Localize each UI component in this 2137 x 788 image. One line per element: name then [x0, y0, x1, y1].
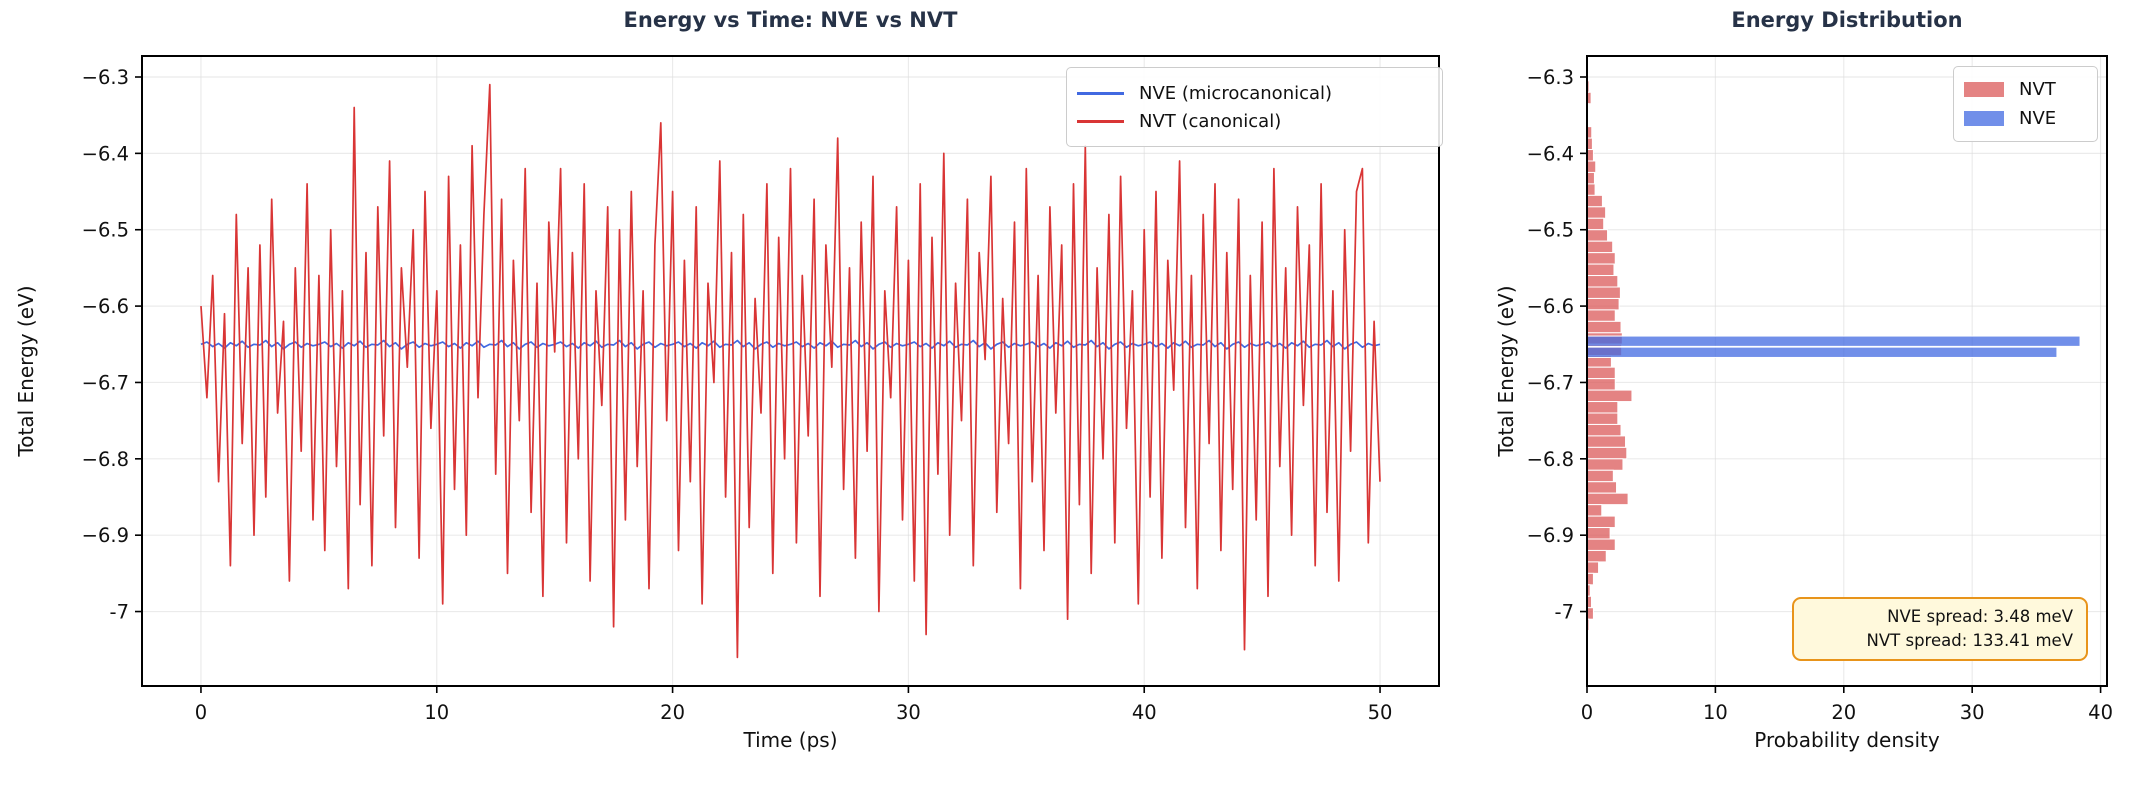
y-tick-label: −6.3: [82, 66, 129, 89]
nvt-histogram-bar: [1586, 286, 1621, 299]
y-tick-label: −6.8: [82, 448, 129, 471]
x-tick-label: 10: [1703, 701, 1728, 724]
nvt-histogram-bar: [1586, 469, 1614, 483]
y-tick-label: −6.6: [82, 295, 129, 318]
x-tick-label: 40: [2088, 701, 2113, 724]
nvt-histogram-bar: [1586, 401, 1619, 414]
nvt-histogram-bar: [1586, 527, 1611, 540]
y-tick-label: −6.7: [1527, 371, 1574, 394]
nvt-histogram-bar: [1586, 515, 1616, 529]
y-tick-label: −6.4: [82, 142, 129, 165]
x-tick-label: 50: [1368, 701, 1393, 724]
nvt-histogram-bar: [1586, 252, 1616, 265]
left-x-axis-label: Time (ps): [743, 728, 838, 752]
nvt-histogram-bar: [1586, 229, 1609, 242]
nve-histogram-bar: [1586, 346, 2058, 358]
y-tick-label: -7: [1555, 601, 1574, 624]
nvt-histogram-bar: [1586, 206, 1607, 219]
legend-row-nve-hist: NVE: [1964, 108, 2087, 129]
legend-row-nve: NVE (microcanonical): [1077, 83, 1432, 104]
nvt-energy-line: [200, 83, 1381, 659]
nvt-histogram-bar: [1586, 194, 1603, 208]
x-tick-label: 10: [424, 701, 449, 724]
x-tick-label: 40: [1132, 701, 1157, 724]
plot-spines: [1586, 55, 2108, 687]
nvt-histogram-bar: [1586, 492, 1629, 506]
left-plot-legend: NVE (microcanonical) NVT (canonical): [1066, 67, 1443, 147]
nve-histogram-bar: [1586, 335, 2081, 347]
y-tick-label: −6.9: [1527, 524, 1574, 547]
nvt-histogram-bar: [1586, 561, 1600, 574]
right-y-axis-label: Total Energy (eV): [1494, 285, 1518, 457]
y-tick-label: -7: [110, 601, 129, 624]
nvt-histogram-bar: [1586, 275, 1619, 288]
nvt-histogram-bar: [1586, 389, 1633, 403]
x-tick-label: 0: [195, 701, 207, 724]
nvt-spread-text: NVT spread: 133.41 meV: [1866, 631, 2073, 650]
y-tick-label: −6.5: [1527, 219, 1574, 242]
y-tick-label: −6.6: [1527, 295, 1574, 318]
nve-line-swatch: [1077, 91, 1124, 95]
nvt-histogram-bar: [1586, 435, 1627, 448]
nvt-histogram-bar: [1586, 378, 1616, 391]
y-tick-label: −6.9: [82, 524, 129, 547]
x-tick-label: 20: [660, 701, 685, 724]
x-tick-label: 30: [1960, 701, 1985, 724]
nvt-histogram-bar: [1586, 320, 1622, 334]
nvt-histogram-bar: [1586, 263, 1615, 277]
nve-patch-swatch: [1964, 111, 2004, 126]
legend-label-nve-hist: NVE: [2019, 108, 2057, 129]
nvt-histogram-bar: [1586, 481, 1618, 494]
left-y-axis-label: Total Energy (eV): [14, 285, 38, 457]
right-plot-legend: NVT NVE: [1953, 66, 2098, 142]
nvt-histogram-bar: [1586, 297, 1620, 311]
nvt-histogram-bar: [1586, 171, 1595, 185]
nvt-histogram-bar: [1586, 458, 1624, 471]
legend-label-nvt-hist: NVT: [2019, 79, 2056, 100]
legend-label-nve: NVE (microcanonical): [1139, 82, 1333, 104]
nvt-histogram-bar: [1586, 217, 1605, 231]
nvt-histogram-bar: [1586, 504, 1603, 517]
nvt-histogram-bar: [1586, 240, 1614, 254]
y-tick-label: −6.3: [1527, 66, 1574, 89]
nvt-patch-swatch: [1964, 82, 2004, 97]
right-x-axis-label: Probability density: [1754, 728, 1940, 752]
nvt-histogram-bar: [1586, 309, 1616, 322]
right-plot-title: Energy Distribution: [1731, 8, 1963, 32]
x-tick-label: 30: [896, 701, 921, 724]
nvt-histogram-bar: [1586, 446, 1628, 460]
x-tick-label: 0: [1581, 701, 1593, 724]
legend-row-nvt: NVT (canonical): [1077, 111, 1432, 132]
y-tick-label: −6.5: [82, 219, 129, 242]
nvt-histogram-bar: [1586, 183, 1596, 196]
nvt-histogram-bar: [1586, 366, 1616, 380]
nve-energy-line: [200, 339, 1381, 350]
nve-spread-text: NVE spread: 3.48 meV: [1887, 607, 2073, 626]
nvt-histogram-bar: [1586, 160, 1597, 173]
y-tick-label: −6.4: [1527, 142, 1574, 165]
nvt-histogram-bar: [1586, 538, 1616, 551]
y-tick-label: −6.7: [82, 371, 129, 394]
left-plot-title: Energy vs Time: NVE vs NVT: [623, 8, 958, 32]
legend-row-nvt-hist: NVT: [1964, 79, 2087, 100]
nvt-line-swatch: [1077, 119, 1124, 123]
plot-spines: [141, 55, 1440, 687]
y-tick-label: −6.8: [1527, 448, 1574, 471]
spread-annotation: NVE spread: 3.48 meV NVT spread: 133.41 …: [1792, 597, 2088, 661]
nvt-histogram-bar: [1586, 412, 1619, 425]
nvt-histogram-bar: [1586, 549, 1607, 563]
legend-label-nvt: NVT (canonical): [1139, 110, 1282, 132]
x-tick-label: 20: [1831, 701, 1856, 724]
nvt-histogram-bar: [1586, 423, 1622, 437]
